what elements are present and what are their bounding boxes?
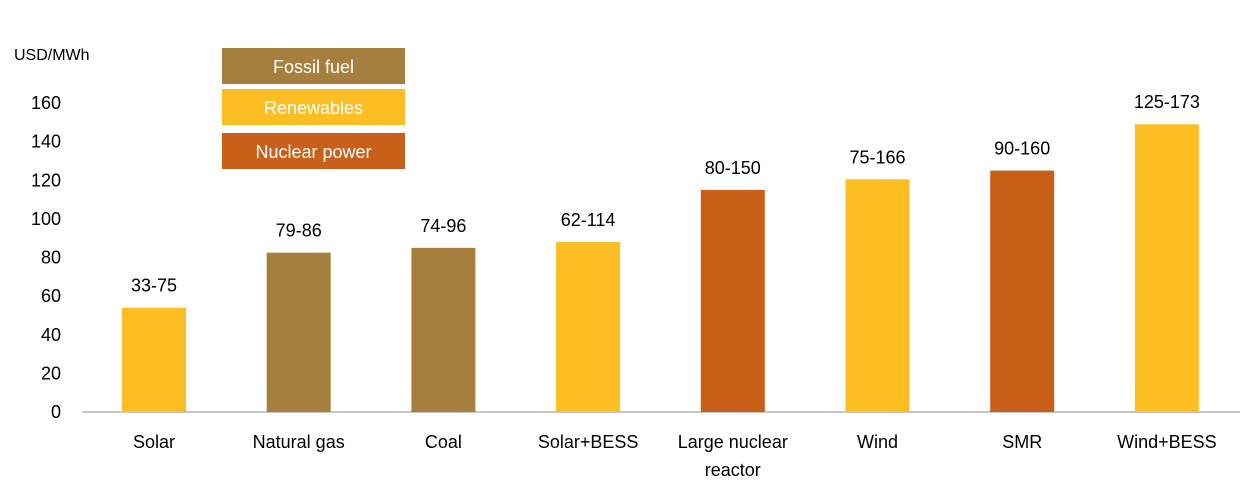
legend-swatch-fossil — [222, 48, 405, 84]
x-tick-label: Wind — [857, 432, 898, 452]
bar — [266, 252, 331, 412]
bar — [122, 307, 186, 412]
y-tick-label: 80 — [41, 248, 61, 268]
x-tick-label: SMR — [1002, 432, 1042, 452]
bar — [990, 170, 1055, 412]
bar — [845, 179, 910, 412]
bar — [411, 247, 476, 412]
y-axis-label: USD/MWh — [14, 47, 90, 64]
data-label: 80-150 — [705, 158, 761, 178]
y-tick-label: 140 — [31, 132, 61, 152]
legend-swatch-renewables — [222, 89, 405, 125]
data-label: 75-166 — [849, 147, 905, 167]
legend: Fossil fuel Renewables Nuclear power — [222, 48, 405, 169]
x-tick-label: Coal — [425, 432, 462, 452]
legend-label-fossil: Fossil fuel — [273, 57, 354, 77]
legend-label-nuclear: Nuclear power — [255, 142, 371, 162]
y-tick-label: 160 — [31, 93, 61, 113]
data-label: 125-173 — [1134, 92, 1200, 112]
y-tick-label: 40 — [41, 325, 61, 345]
data-label: 79-86 — [276, 221, 322, 241]
x-tick-label: Solar+BESS — [538, 432, 639, 452]
data-label: 33-75 — [131, 276, 177, 296]
x-tick-label: Solar — [133, 432, 175, 452]
data-label: 74-96 — [420, 216, 466, 236]
y-tick-label: 120 — [31, 170, 61, 190]
legend-swatch-nuclear — [222, 133, 405, 169]
data-label: 62-114 — [561, 210, 616, 230]
y-tick-label: 60 — [41, 286, 61, 306]
y-tick-label: 0 — [51, 402, 61, 422]
x-tick-label: Natural gas — [253, 432, 345, 452]
x-tick-label: reactor — [705, 460, 761, 480]
y-tick-label: 20 — [41, 363, 61, 383]
bar — [700, 189, 765, 412]
x-tick-label: Wind+BESS — [1117, 432, 1217, 452]
data-label: 90-160 — [994, 139, 1050, 159]
legend-label-renewables: Renewables — [264, 98, 363, 118]
bar — [556, 242, 621, 412]
y-tick-label: 100 — [31, 209, 61, 229]
bar — [1134, 124, 1199, 413]
x-tick-label: Large nuclear — [678, 432, 788, 452]
